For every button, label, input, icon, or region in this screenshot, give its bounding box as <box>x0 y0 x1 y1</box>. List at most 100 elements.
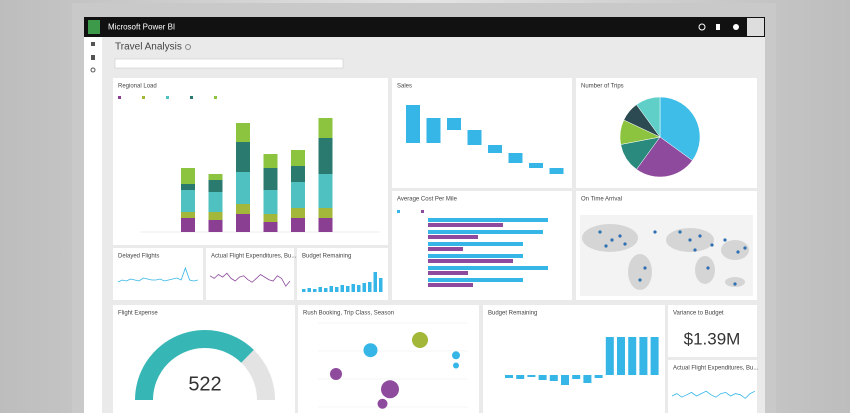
bubble <box>330 368 342 380</box>
bar-segment <box>208 220 223 232</box>
favorite-icon[interactable] <box>185 44 191 50</box>
help-icon[interactable] <box>716 24 720 30</box>
bar <box>508 153 523 163</box>
tile[interactable] <box>668 305 757 357</box>
tile[interactable] <box>392 78 572 188</box>
bar <box>488 145 502 153</box>
bar-segment <box>263 190 278 214</box>
bar-segment <box>263 222 278 232</box>
tile[interactable] <box>483 305 665 413</box>
bar-segment <box>318 174 333 208</box>
tile[interactable] <box>668 360 757 413</box>
bar <box>428 230 543 234</box>
app-icon[interactable] <box>88 20 100 34</box>
bar <box>329 286 333 292</box>
map-dot <box>693 248 697 252</box>
bar <box>428 283 473 287</box>
legend-swatch <box>166 96 169 99</box>
bar-segment <box>236 204 250 214</box>
top-bar <box>84 17 765 37</box>
search-box[interactable] <box>114 58 344 69</box>
map-dot <box>736 250 740 254</box>
map-dot <box>610 238 614 242</box>
bar-segment <box>263 168 278 190</box>
bar-segment <box>181 168 195 184</box>
map-dot <box>623 242 627 246</box>
settings-icon[interactable] <box>698 23 706 31</box>
map-dot <box>643 266 647 270</box>
map-dot <box>706 266 710 270</box>
bar-segment <box>208 192 223 212</box>
bar-segment <box>208 212 223 220</box>
nav-bar <box>84 37 102 413</box>
bar <box>428 235 478 239</box>
bar <box>529 163 543 168</box>
nav-icon[interactable] <box>91 55 95 60</box>
bar-segment <box>291 208 305 218</box>
bar <box>639 337 648 375</box>
nav-icon[interactable] <box>90 67 96 73</box>
bar <box>313 289 317 292</box>
bar <box>549 168 564 174</box>
map-dot <box>638 278 642 282</box>
bar-segment <box>181 184 195 190</box>
bubble <box>412 332 428 348</box>
pie-slice <box>659 96 701 161</box>
tile-title: On Time Arrival <box>581 197 622 203</box>
bar-segment <box>263 214 278 222</box>
bar-segment <box>236 123 250 142</box>
bar <box>594 375 603 378</box>
land <box>582 224 638 252</box>
gauge-track <box>241 349 275 400</box>
bar <box>426 118 441 143</box>
bar-segment <box>181 190 195 212</box>
bar <box>583 375 592 383</box>
bar <box>428 278 523 282</box>
land <box>628 254 652 290</box>
bubble <box>377 398 388 409</box>
tile-title: Flight Expense <box>118 311 158 317</box>
map-dot <box>723 238 727 242</box>
map-dot <box>710 243 714 247</box>
bar-segment <box>291 182 305 208</box>
bar-segment <box>318 138 333 174</box>
bar-segment <box>236 142 250 172</box>
feedback-icon[interactable] <box>733 24 739 30</box>
bar-segment <box>318 208 333 218</box>
map-dot <box>688 238 692 242</box>
bar <box>373 272 377 292</box>
tile-title: Average Cost Per Mile <box>397 197 458 203</box>
bubble <box>363 343 378 358</box>
tile[interactable] <box>206 248 294 300</box>
bar <box>549 375 558 381</box>
map-dot <box>698 234 702 238</box>
bar <box>346 286 350 292</box>
tile-title: Variance to Budget <box>673 311 724 317</box>
bar <box>516 375 525 379</box>
nav-icon[interactable] <box>91 42 95 46</box>
bar <box>428 259 513 263</box>
bar-segment <box>181 218 195 232</box>
bar-segment <box>263 154 278 168</box>
bar-segment <box>208 180 223 192</box>
bar <box>318 287 322 292</box>
legend-swatch <box>142 96 145 99</box>
tile-title: Delayed Flights <box>118 254 159 260</box>
legend-swatch <box>118 96 121 99</box>
land <box>695 256 715 284</box>
bar <box>335 287 339 292</box>
bar <box>505 375 513 378</box>
avatar[interactable] <box>747 18 764 36</box>
bar <box>572 375 581 379</box>
map-dot <box>653 230 657 234</box>
kpi-value: $1.39M <box>684 329 741 348</box>
gauge-fill <box>135 330 254 400</box>
bar <box>467 130 482 145</box>
bar <box>307 288 311 292</box>
tile[interactable] <box>113 78 388 245</box>
tile[interactable] <box>113 248 203 300</box>
legend-swatch <box>214 96 217 99</box>
bar-segment <box>181 212 195 218</box>
pie-slice <box>636 136 693 178</box>
map-dot <box>743 246 747 250</box>
